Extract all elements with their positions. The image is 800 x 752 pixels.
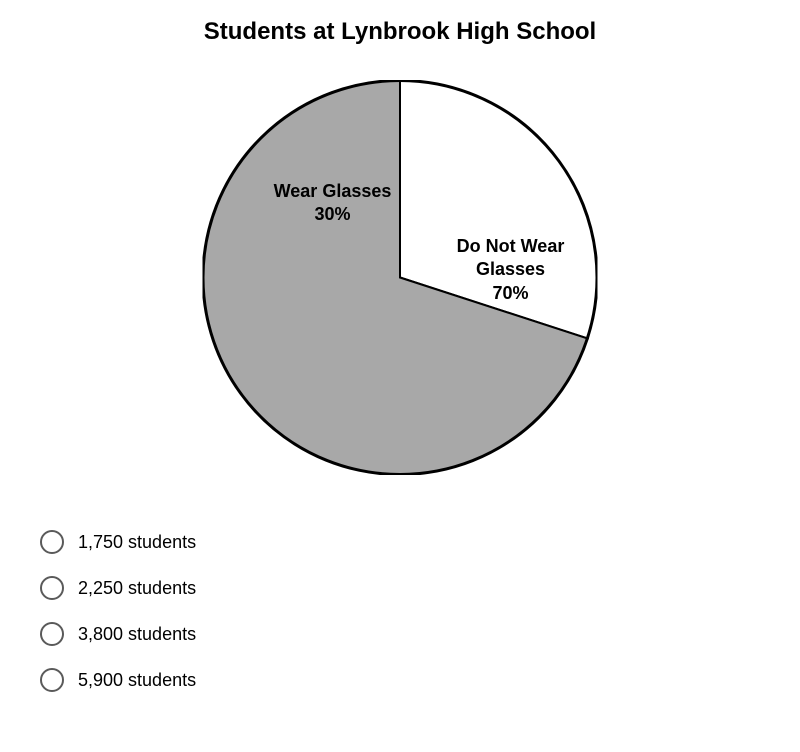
radio-unchecked-icon	[40, 576, 64, 600]
slice-label-line: Glasses	[441, 258, 581, 281]
answer-option[interactable]: 3,800 students	[40, 622, 196, 646]
answer-option-label: 1,750 students	[78, 532, 196, 553]
slice-label-line: Do Not Wear	[441, 235, 581, 258]
chart-title: Students at Lynbrook High School	[0, 18, 800, 46]
answer-options: 1,750 students 2,250 students 3,800 stud…	[40, 530, 196, 714]
slice-label-line: Wear Glasses	[263, 180, 403, 203]
answer-option-label: 3,800 students	[78, 624, 196, 645]
pie-chart: Wear Glasses 30% Do Not Wear Glasses 70%	[203, 80, 598, 475]
slice-label-line: 30%	[263, 203, 403, 226]
radio-unchecked-icon	[40, 530, 64, 554]
radio-unchecked-icon	[40, 622, 64, 646]
slice-label-wear-glasses: Wear Glasses 30%	[263, 180, 403, 227]
answer-option[interactable]: 5,900 students	[40, 668, 196, 692]
answer-option[interactable]: 2,250 students	[40, 576, 196, 600]
answer-option-label: 2,250 students	[78, 578, 196, 599]
slice-label-line: 70%	[441, 282, 581, 305]
slice-label-do-not-wear-glasses: Do Not Wear Glasses 70%	[441, 235, 581, 305]
answer-option-label: 5,900 students	[78, 670, 196, 691]
answer-option[interactable]: 1,750 students	[40, 530, 196, 554]
radio-unchecked-icon	[40, 668, 64, 692]
